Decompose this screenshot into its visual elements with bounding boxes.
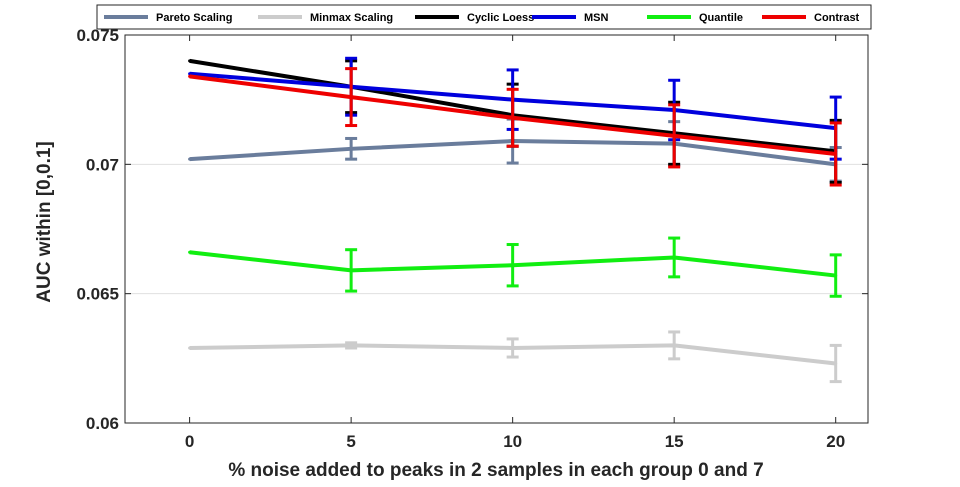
- plot-area: [125, 35, 868, 423]
- data-point: [834, 152, 838, 156]
- legend-item: Contrast: [762, 12, 860, 24]
- legend-item: MSN: [532, 12, 609, 24]
- data-point: [188, 74, 192, 78]
- legend-item: Cyclic Loess: [415, 12, 534, 24]
- data-point: [188, 59, 192, 63]
- legend-label: Quantile: [699, 12, 743, 24]
- data-point: [834, 274, 838, 278]
- data-point: [349, 268, 353, 272]
- legend-label: Cyclic Loess: [467, 12, 534, 24]
- x-tick-label: 15: [665, 432, 684, 451]
- legend-box: [96, 4, 872, 30]
- data-point: [349, 147, 353, 151]
- y-tick-label: 0.065: [76, 285, 119, 304]
- x-tick-label: 20: [826, 432, 845, 451]
- data-point: [511, 116, 515, 120]
- y-tick-label: 0.075: [76, 26, 119, 45]
- legend-item: Quantile: [647, 12, 743, 24]
- ticks: 0.06 0.065 0.07 0.075 0 5 10 15 20: [76, 26, 868, 451]
- legend-item: Minmax Scaling: [258, 12, 393, 24]
- x-tick-label: 0: [185, 432, 194, 451]
- legend-label: Contrast: [814, 12, 860, 24]
- y-tick-label: 0.06: [86, 414, 119, 433]
- x-tick-label: 10: [503, 432, 522, 451]
- data-point: [672, 343, 676, 347]
- data-point: [672, 134, 676, 138]
- data-point: [511, 263, 515, 267]
- legend-label: Minmax Scaling: [310, 12, 393, 24]
- data-point: [672, 255, 676, 259]
- data-point: [511, 346, 515, 350]
- data-point: [188, 346, 192, 350]
- series-contrast: [188, 67, 842, 187]
- legend-label: MSN: [584, 12, 609, 24]
- x-tick-label: 5: [346, 432, 355, 451]
- legend-label: Pareto Scaling: [156, 12, 232, 24]
- y-tick-label: 0.07: [86, 155, 119, 174]
- data-point: [188, 250, 192, 254]
- x-axis-label: % noise added to peaks in 2 samples in e…: [228, 460, 763, 481]
- grid: [125, 163, 868, 295]
- data-point: [349, 95, 353, 99]
- series-minmax-scaling: [188, 330, 842, 384]
- plot-frame: [124, 34, 869, 424]
- data-point: [188, 157, 192, 161]
- series-layer: [188, 56, 842, 384]
- series-quantile: [188, 236, 842, 298]
- legend-item: Pareto Scaling: [104, 12, 232, 24]
- data-point: [834, 362, 838, 366]
- y-axis-label: AUC within [0,0.1]: [34, 141, 55, 303]
- data-point: [349, 343, 353, 347]
- legend: Pareto Scaling Minmax Scaling Cyclic Loess…: [96, 4, 872, 30]
